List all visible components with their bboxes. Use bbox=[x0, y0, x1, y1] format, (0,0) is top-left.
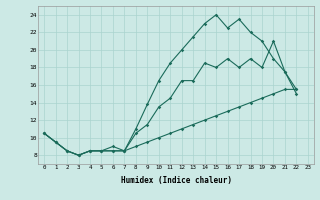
X-axis label: Humidex (Indice chaleur): Humidex (Indice chaleur) bbox=[121, 176, 231, 185]
